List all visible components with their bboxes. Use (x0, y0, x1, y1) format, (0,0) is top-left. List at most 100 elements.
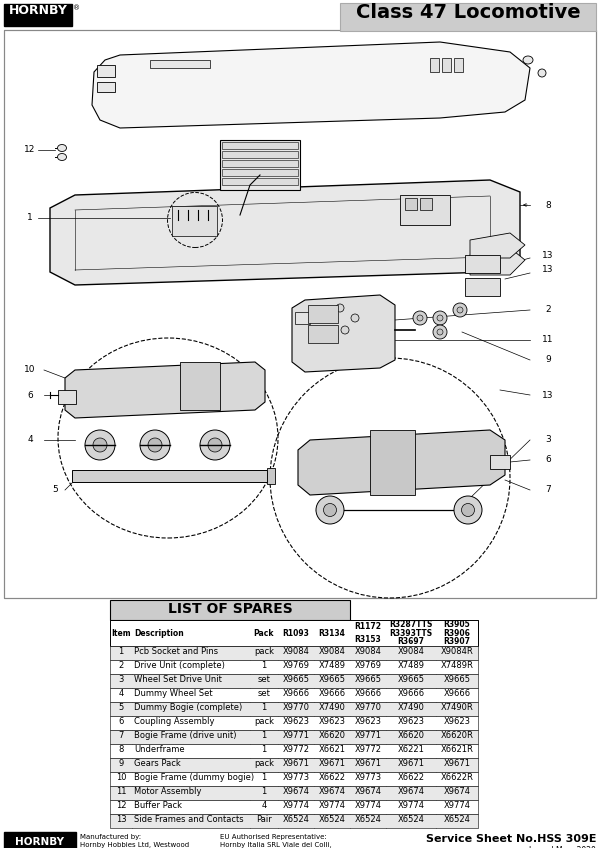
Ellipse shape (454, 496, 482, 524)
Bar (405, 198, 417, 210)
Text: R3393TTS: R3393TTS (389, 628, 433, 638)
Bar (4, 30, 596, 598)
Text: X9773: X9773 (283, 773, 310, 782)
Bar (110, 688, 478, 702)
Text: R3905: R3905 (443, 620, 470, 629)
Text: Issued May, 2020: Issued May, 2020 (529, 846, 596, 848)
Bar (295, 312, 310, 324)
Bar (110, 730, 478, 744)
Text: X9770: X9770 (283, 703, 310, 712)
Text: X9774: X9774 (355, 801, 382, 810)
Text: HORNBY: HORNBY (16, 837, 65, 847)
Text: X7489R: X7489R (440, 661, 473, 670)
Text: X9774: X9774 (443, 801, 470, 810)
Text: X9772: X9772 (355, 745, 382, 754)
Bar (222, 169, 298, 176)
Text: X9084: X9084 (355, 647, 382, 656)
Text: X9665: X9665 (443, 675, 470, 684)
Ellipse shape (85, 430, 115, 460)
Bar (110, 674, 478, 688)
Bar (110, 620, 478, 646)
Bar (110, 600, 350, 620)
Text: X9084: X9084 (283, 647, 310, 656)
Polygon shape (92, 42, 530, 128)
Text: X9623: X9623 (283, 717, 310, 726)
Text: X7489: X7489 (398, 661, 425, 670)
Text: Pack: Pack (254, 628, 274, 638)
Text: X9769: X9769 (355, 661, 382, 670)
Text: Wheel Set Drive Unit: Wheel Set Drive Unit (134, 675, 222, 684)
Bar (110, 660, 478, 674)
Text: Dummy Wheel Set: Dummy Wheel Set (134, 689, 212, 698)
Text: 13: 13 (542, 390, 554, 399)
Text: 4: 4 (27, 436, 33, 444)
Text: 12: 12 (116, 801, 126, 810)
Text: set: set (257, 675, 271, 684)
Bar (97, 82, 115, 92)
Bar (97, 65, 115, 77)
Text: X9671: X9671 (283, 759, 310, 768)
Text: 6: 6 (118, 717, 124, 726)
Polygon shape (298, 430, 505, 495)
Bar (172, 206, 217, 236)
Text: X9665: X9665 (319, 675, 346, 684)
Bar (110, 744, 478, 758)
Bar (4, 4, 72, 26)
Text: X9774: X9774 (319, 801, 346, 810)
Text: R3287TTS: R3287TTS (389, 620, 433, 629)
Text: 1: 1 (262, 731, 266, 740)
Ellipse shape (433, 325, 447, 339)
Text: 13: 13 (542, 265, 554, 275)
Text: R3697: R3697 (398, 637, 425, 646)
Polygon shape (65, 362, 265, 418)
Bar (110, 800, 478, 814)
Text: X9084: X9084 (398, 647, 424, 656)
Text: X9623: X9623 (355, 717, 382, 726)
Text: Dummy Bogie (complete): Dummy Bogie (complete) (134, 703, 242, 712)
Text: X7489: X7489 (319, 661, 346, 670)
Text: 1: 1 (262, 661, 266, 670)
Text: Pair: Pair (256, 815, 272, 824)
Text: 9: 9 (118, 759, 124, 768)
Ellipse shape (200, 430, 230, 460)
Ellipse shape (523, 56, 533, 64)
Polygon shape (470, 248, 525, 275)
Bar (150, 60, 210, 68)
Text: X6622: X6622 (319, 773, 346, 782)
Text: X6221: X6221 (398, 745, 424, 754)
Text: X9671: X9671 (355, 759, 382, 768)
Bar (110, 716, 478, 730)
Text: 1: 1 (27, 214, 33, 222)
Text: Coupling Assembly: Coupling Assembly (134, 717, 215, 726)
Bar (222, 160, 298, 167)
Text: X9666: X9666 (443, 689, 470, 698)
Text: Description: Description (134, 628, 184, 638)
Text: R3153: R3153 (355, 635, 382, 644)
Text: 2: 2 (118, 661, 124, 670)
Text: 1: 1 (262, 787, 266, 796)
Polygon shape (292, 295, 395, 372)
Bar (370, 430, 415, 495)
Text: X9084R: X9084R (440, 647, 473, 656)
Text: LIST OF SPARES: LIST OF SPARES (167, 602, 292, 616)
Text: Underframe: Underframe (134, 745, 185, 754)
Text: X9774: X9774 (398, 801, 425, 810)
Text: EU Authorised Representative:: EU Authorised Representative: (220, 834, 327, 840)
Bar (420, 198, 432, 210)
Text: X6620: X6620 (319, 731, 346, 740)
Ellipse shape (93, 438, 107, 452)
Text: 3: 3 (545, 436, 551, 444)
Ellipse shape (417, 315, 423, 321)
Text: X9769: X9769 (283, 661, 310, 670)
Text: X9665: X9665 (283, 675, 310, 684)
Text: X9674: X9674 (283, 787, 310, 796)
Ellipse shape (336, 304, 344, 312)
Bar (400, 195, 450, 225)
Bar (180, 362, 220, 410)
Polygon shape (470, 233, 525, 258)
Text: 1: 1 (262, 773, 266, 782)
Text: X6621R: X6621R (440, 745, 473, 754)
Text: X9666: X9666 (319, 689, 346, 698)
Text: X9666: X9666 (283, 689, 310, 698)
Ellipse shape (457, 307, 463, 313)
